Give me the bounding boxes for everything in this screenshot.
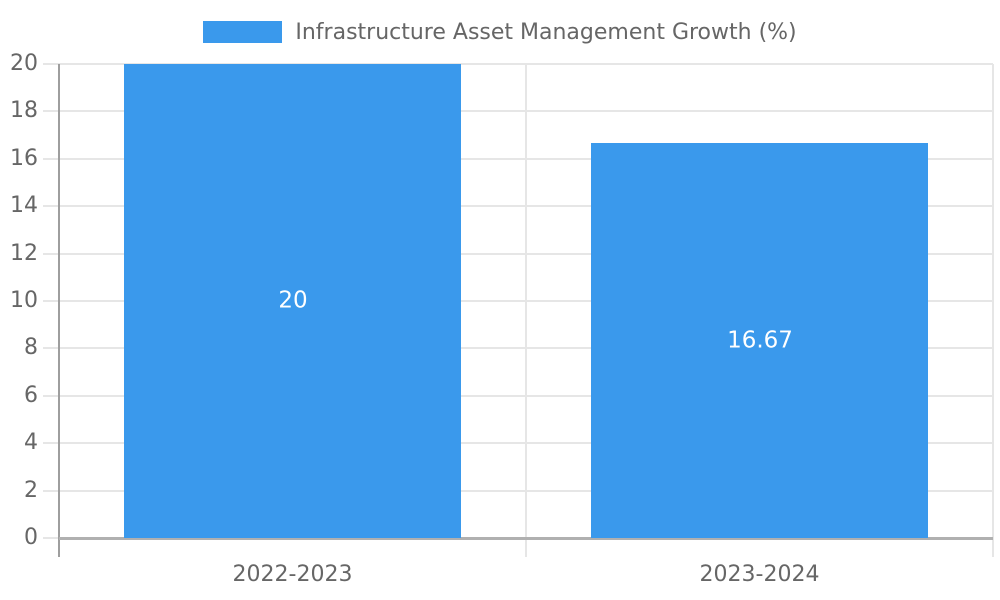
- y-axis-tick: [43, 63, 59, 65]
- x-tick-label: 2023-2024: [699, 562, 820, 587]
- x-tick-label: 2022-2023: [232, 562, 353, 587]
- y-axis-tick: [43, 442, 59, 444]
- y-tick-label: 16: [10, 146, 38, 171]
- y-tick-label: 6: [24, 383, 38, 408]
- y-axis-tick: [43, 300, 59, 302]
- y-tick-label: 18: [10, 98, 38, 123]
- y-tick-label: 2: [24, 478, 38, 503]
- y-axis-tick: [43, 347, 59, 349]
- legend-swatch: [203, 21, 283, 43]
- legend-label: Infrastructure Asset Management Growth (…: [295, 19, 797, 45]
- x-axis-line: [59, 537, 993, 540]
- y-axis-tick: [43, 205, 59, 207]
- bar: [124, 64, 461, 538]
- bar: [591, 143, 928, 538]
- y-axis-line: [58, 64, 60, 557]
- gridline-vertical: [525, 64, 527, 557]
- gridline-vertical: [992, 64, 994, 557]
- y-axis-tick: [43, 395, 59, 397]
- y-axis-tick: [43, 253, 59, 255]
- y-axis-tick: [43, 158, 59, 160]
- y-tick-label: 20: [10, 51, 38, 76]
- chart-legend: Infrastructure Asset Management Growth (…: [0, 14, 1000, 50]
- y-tick-label: 10: [10, 288, 38, 313]
- y-tick-label: 0: [24, 525, 38, 550]
- bar-value-label: 16.67: [727, 327, 793, 354]
- y-tick-label: 14: [10, 193, 38, 218]
- bar-value-label: 20: [278, 287, 308, 314]
- y-axis-tick: [43, 537, 59, 539]
- y-tick-label: 12: [10, 241, 38, 266]
- y-tick-label: 4: [24, 430, 38, 455]
- y-axis-tick: [43, 110, 59, 112]
- y-tick-label: 8: [24, 335, 38, 360]
- y-axis-tick: [43, 490, 59, 492]
